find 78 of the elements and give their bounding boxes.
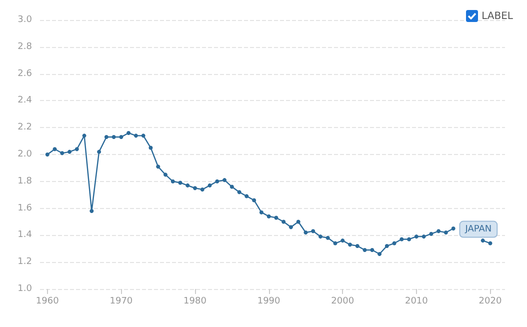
x-tick-label: 2010 xyxy=(404,296,428,306)
y-tick-label: 1.4 xyxy=(18,230,32,240)
x-tick-label: 2000 xyxy=(331,296,354,306)
point xyxy=(163,172,168,177)
point xyxy=(90,208,94,213)
y-tick-label: 2.6 xyxy=(18,68,32,79)
y-tick-label: 1.6 xyxy=(18,203,32,214)
point xyxy=(318,234,322,239)
point xyxy=(119,135,124,140)
x-tick-label: 1990 xyxy=(257,296,281,306)
point xyxy=(178,180,182,185)
point xyxy=(296,220,300,224)
x-tick-label: 2020 xyxy=(478,296,502,306)
point xyxy=(68,150,72,154)
point xyxy=(488,241,492,246)
point xyxy=(156,164,160,169)
point xyxy=(311,229,316,234)
y-tick-label: 1.2 xyxy=(18,257,32,268)
point xyxy=(112,135,116,140)
point xyxy=(444,230,448,235)
point xyxy=(97,150,102,154)
y-tick-label: 3.0 xyxy=(18,15,32,25)
point xyxy=(141,134,146,138)
point xyxy=(252,198,256,202)
y-tick-label: 2.0 xyxy=(18,150,32,160)
point xyxy=(436,229,441,234)
y-tick-label: 1.0 xyxy=(18,284,32,294)
point xyxy=(370,248,374,252)
point xyxy=(259,210,264,214)
point xyxy=(222,178,227,182)
point xyxy=(82,134,86,138)
y-tick-label: 2.8 xyxy=(18,42,32,52)
point xyxy=(362,248,367,252)
x-tick-label: 1960 xyxy=(36,296,60,306)
point xyxy=(148,146,153,150)
point xyxy=(384,244,389,248)
point xyxy=(45,152,50,156)
point xyxy=(74,147,79,152)
y-tick-label: 1.8 xyxy=(18,176,32,186)
point xyxy=(193,186,197,190)
point xyxy=(208,183,212,188)
point xyxy=(451,226,456,230)
x-tick-label: 1980 xyxy=(184,296,207,306)
point xyxy=(237,190,242,194)
point xyxy=(378,252,382,256)
point xyxy=(422,234,426,239)
point xyxy=(126,130,131,135)
point xyxy=(326,236,330,240)
point xyxy=(134,134,138,138)
point xyxy=(355,244,360,248)
y-tick-label: 2.4 xyxy=(18,96,32,106)
point xyxy=(392,241,396,246)
point xyxy=(333,241,338,246)
point xyxy=(170,179,175,184)
point xyxy=(274,216,278,220)
point xyxy=(480,238,485,243)
point xyxy=(215,179,220,184)
point xyxy=(400,237,404,242)
point xyxy=(200,187,204,192)
point xyxy=(244,194,249,198)
annotation: LABEL xyxy=(482,10,513,22)
series-label: JAPAN xyxy=(464,224,492,234)
point xyxy=(104,135,108,140)
point xyxy=(186,183,190,188)
point xyxy=(230,184,234,189)
x-tick-label: 1970 xyxy=(110,296,133,306)
point xyxy=(52,147,57,152)
point xyxy=(414,234,418,239)
point xyxy=(60,151,64,156)
point xyxy=(282,220,286,224)
point xyxy=(407,237,412,242)
point xyxy=(288,225,293,230)
point xyxy=(429,232,434,236)
point xyxy=(304,230,308,235)
point xyxy=(266,214,271,218)
y-tick-label: 2.2 xyxy=(18,122,32,133)
point xyxy=(348,242,352,247)
point xyxy=(340,238,345,243)
